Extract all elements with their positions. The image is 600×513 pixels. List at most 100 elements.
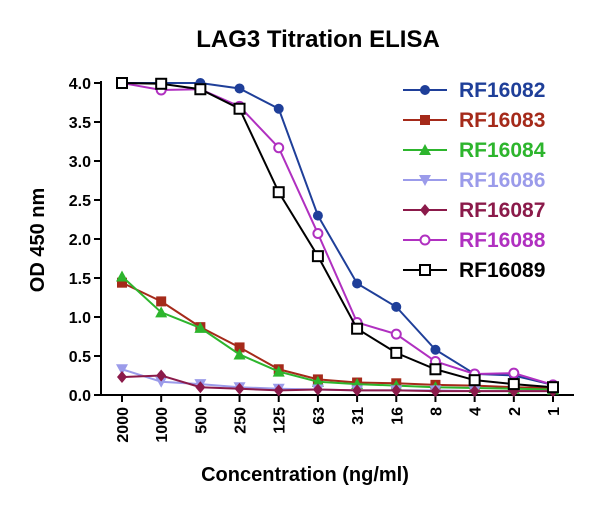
legend-marker — [419, 234, 431, 246]
y-tick-label: 2.5 — [69, 193, 91, 210]
x-axis-label: Concentration (ng/ml) — [201, 464, 409, 486]
y-tick-label: 3.0 — [69, 154, 91, 171]
x-tick-label: 250 — [233, 407, 250, 434]
data-point — [312, 228, 324, 240]
legend-label: RF16083 — [459, 109, 545, 132]
data-point — [234, 342, 245, 353]
legend-label: RF16084 — [459, 139, 546, 162]
data-point — [155, 376, 168, 388]
data-point — [311, 250, 324, 263]
data-point — [429, 363, 442, 376]
legend-label: RF16089 — [459, 259, 545, 282]
x-tick-label: 63 — [311, 407, 328, 425]
x-tick-label: 31 — [350, 407, 367, 425]
data-point — [468, 374, 481, 387]
x-tick-label: 16 — [389, 407, 406, 425]
series-RF16089 — [116, 77, 559, 394]
series-RF16083 — [117, 277, 558, 393]
data-point — [234, 382, 245, 395]
data-point — [116, 270, 128, 282]
series-line — [121, 82, 554, 386]
data-point — [195, 381, 206, 394]
x-tick-label: 2 — [507, 407, 524, 416]
data-point — [430, 385, 441, 398]
x-tick-label: 500 — [193, 407, 210, 434]
data-point — [116, 77, 128, 89]
series-line — [121, 275, 554, 391]
series-layer — [116, 77, 559, 398]
legend-label: RF16086 — [459, 169, 545, 192]
y-tick-label: 0.5 — [69, 349, 91, 366]
data-point — [508, 367, 520, 379]
data-point — [272, 365, 285, 377]
legend: RF16082 RF16083 RF16084 RF16086 RF16087 RF160… — [403, 79, 546, 282]
y-tick-label: 4.0 — [69, 76, 91, 93]
data-point — [352, 384, 363, 397]
data-point — [391, 384, 402, 397]
legend-marker — [420, 115, 430, 125]
axes: 0.0 0.5 1.0 1.5 2.0 2.5 3.0 3.5 4.0 2000 1000 500 25… — [69, 76, 574, 443]
legend-label: RF16082 — [459, 79, 545, 102]
legend-item: RF16089 — [403, 259, 545, 282]
data-point — [273, 384, 284, 397]
data-point — [273, 142, 285, 154]
x-tick-label: 2000 — [115, 407, 132, 443]
y-tick-label: 0.0 — [69, 388, 91, 405]
legend-marker — [419, 144, 431, 155]
legend-label: RF16088 — [459, 229, 546, 252]
data-point — [116, 364, 128, 376]
series-RF16084 — [116, 270, 559, 395]
x-tick-label: 1 — [546, 407, 563, 416]
data-point — [391, 301, 402, 312]
legend-marker — [419, 175, 431, 186]
data-point — [117, 371, 127, 384]
data-point — [156, 369, 167, 382]
data-point — [273, 103, 284, 114]
data-point — [469, 385, 480, 398]
y-tick-label: 2.0 — [69, 232, 91, 249]
data-point — [390, 328, 402, 340]
y-tick-label: 1.0 — [69, 310, 91, 327]
series-line — [121, 82, 554, 389]
series-line — [121, 374, 553, 393]
x-tick-label: 4 — [468, 407, 485, 416]
data-point — [312, 210, 323, 221]
data-point — [312, 383, 323, 396]
legend-item: RF16084 — [403, 139, 546, 162]
data-point — [233, 348, 246, 360]
data-point — [155, 77, 168, 90]
y-tick-label: 1.5 — [69, 271, 91, 288]
legend-item: RF16087 — [403, 199, 545, 222]
y-axis-label: OD 450 nm — [27, 188, 49, 292]
data-point — [430, 344, 441, 355]
data-point — [234, 83, 245, 94]
data-point — [311, 375, 324, 387]
data-point — [155, 306, 168, 318]
data-point — [351, 322, 364, 335]
data-point — [233, 102, 246, 115]
data-point — [156, 296, 167, 307]
legend-marker — [419, 264, 431, 276]
legend-item: RF16083 — [403, 109, 545, 132]
data-point — [352, 278, 363, 289]
data-point — [272, 186, 285, 199]
data-point — [547, 381, 559, 394]
data-point — [117, 277, 127, 288]
data-point — [194, 83, 207, 96]
series-line — [121, 281, 554, 389]
legend-label: RF16087 — [459, 199, 545, 222]
legend-marker — [420, 85, 430, 95]
legend-item: RF16082 — [403, 79, 545, 102]
x-tick-label: 1000 — [154, 407, 171, 443]
chart-title: LAG3 Titration ELISA — [196, 26, 440, 53]
legend-marker — [420, 204, 430, 216]
data-point — [507, 378, 520, 391]
data-point — [194, 321, 207, 333]
legend-item: RF16088 — [403, 229, 546, 252]
x-tick-label: 125 — [272, 407, 289, 434]
x-tick-label: 8 — [428, 407, 445, 416]
data-point — [390, 346, 403, 359]
y-tick-label: 3.5 — [69, 115, 91, 132]
legend-item: RF16086 — [403, 169, 545, 192]
